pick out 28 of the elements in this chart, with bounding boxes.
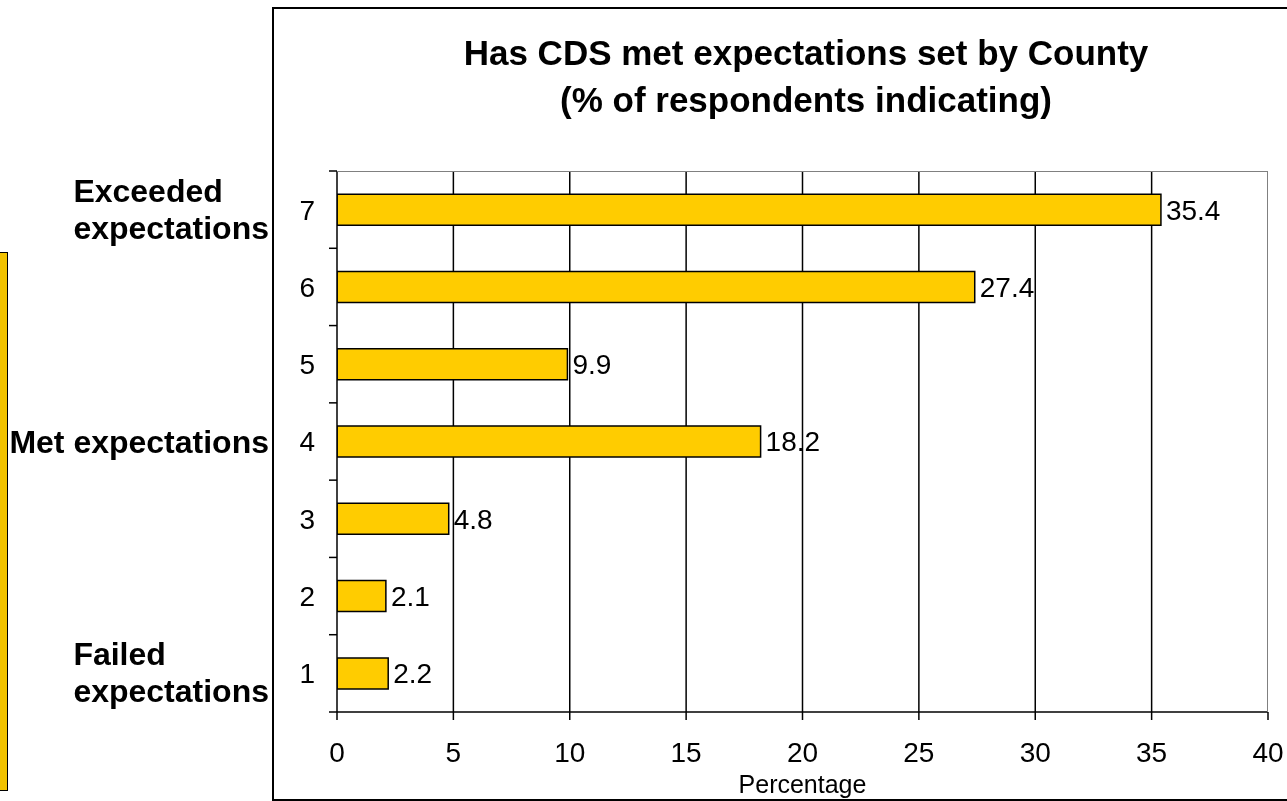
data-label: 27.4: [979, 271, 1035, 303]
text: Failed expectations: [73, 636, 269, 711]
x-tick-label: 25: [903, 736, 935, 768]
x-tick-label: 15: [670, 736, 702, 768]
x-axis-title: Percentage: [737, 770, 868, 798]
y-tick-label: 3: [299, 503, 315, 535]
y-tick-label: 2: [299, 581, 315, 613]
x-tick-label: 0: [329, 736, 345, 768]
data-label: 2.1: [390, 581, 430, 613]
text: Exceeded expectations: [73, 172, 269, 247]
text: Met expectations: [9, 423, 269, 460]
x-tick-label: 5: [445, 736, 462, 768]
data-label: 9.9: [572, 349, 612, 381]
y-tick-label: 7: [299, 194, 315, 226]
data-label: 2.2: [393, 658, 433, 690]
y-tick-label: 5: [299, 349, 315, 381]
x-tick-label: 30: [1019, 736, 1051, 768]
chart-title: Has CDS met expectations set by County: [462, 33, 1150, 73]
x-tick-label: 20: [786, 736, 819, 768]
chart-subtitle: (% of respondents indicating): [559, 80, 1053, 120]
x-tick-label: 35: [1136, 736, 1168, 768]
y-tick-label: 1: [299, 658, 315, 690]
data-label: 4.8: [453, 503, 493, 535]
data-label: 35.4: [1165, 194, 1221, 226]
x-tick-label: 40: [1252, 736, 1284, 768]
y-tick-label: 6: [299, 271, 315, 303]
y-tick-label: 4: [299, 426, 315, 458]
x-tick-label: 10: [554, 736, 586, 768]
